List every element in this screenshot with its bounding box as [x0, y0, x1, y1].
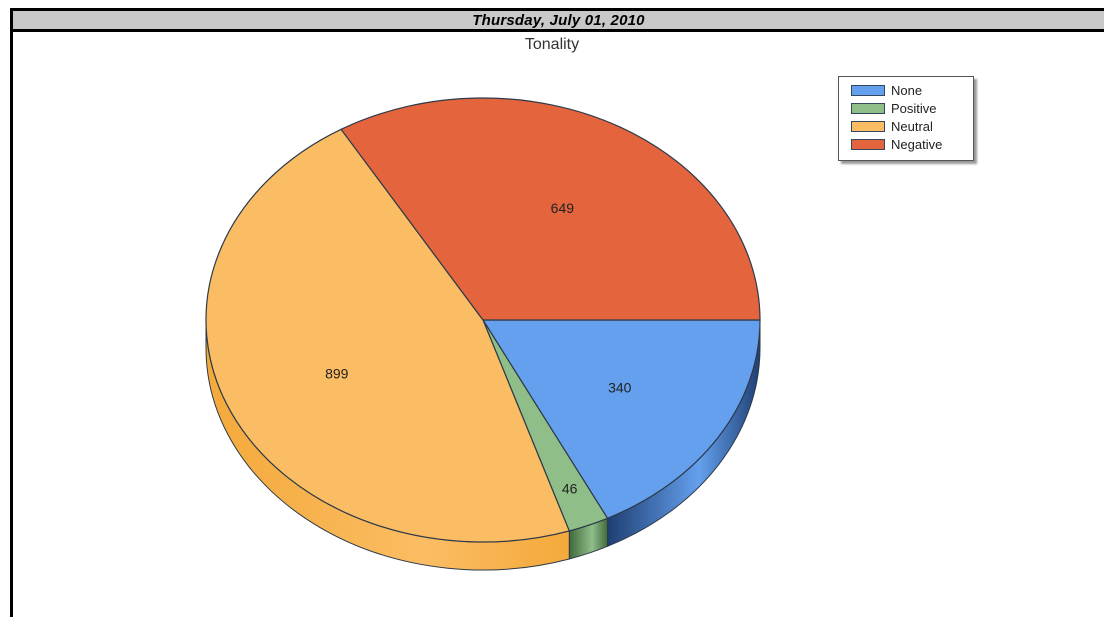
- legend-item-negative: Negative: [851, 135, 973, 153]
- legend-swatch-neutral: [851, 120, 885, 132]
- data-label-negative: 649: [551, 200, 575, 216]
- legend-item-neutral: Neutral: [851, 117, 973, 135]
- legend-item-none: None: [851, 81, 973, 99]
- date-header: Thursday, July 01, 2010: [10, 8, 1104, 32]
- data-label-none: 340: [608, 380, 632, 396]
- legend-label-neutral: Neutral: [891, 118, 933, 134]
- legend-item-positive: Positive: [851, 99, 973, 117]
- chart-title: Tonality: [524, 36, 580, 53]
- legend-label-negative: Negative: [891, 136, 943, 152]
- legend-swatch-negative: [851, 138, 885, 150]
- data-label-neutral: 899: [325, 365, 349, 381]
- data-label-positive: 46: [562, 480, 578, 496]
- pie-slice-none: [481, 319, 761, 520]
- pie-slice-negative: [340, 97, 761, 321]
- legend-swatch-positive: [851, 102, 885, 114]
- legend-swatch-none: [851, 84, 885, 96]
- header-date: Thursday, July 01, 2010: [472, 11, 645, 29]
- pie-slice-neutral: [205, 128, 571, 543]
- legend: None Positive Neutral Negative: [838, 76, 974, 161]
- legend-label-positive: Positive: [891, 100, 937, 116]
- legend-label-none: None: [891, 82, 923, 98]
